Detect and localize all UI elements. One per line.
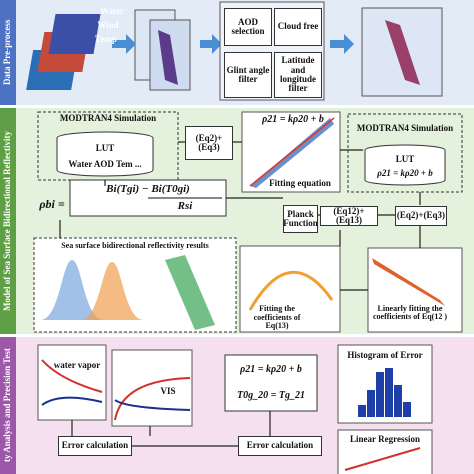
arrow — [200, 34, 222, 54]
lut-body — [56, 138, 154, 177]
histogram-bars — [358, 368, 411, 417]
analysis-formula: T0g_20 = Tg_21 — [237, 389, 305, 401]
filter-box: Latitude and longitude filter — [274, 52, 322, 98]
fit12-band — [372, 258, 445, 306]
fit13-plot — [239, 245, 341, 333]
fit12-plot — [367, 247, 463, 333]
vis-curve — [114, 377, 191, 421]
sim-box — [347, 113, 463, 193]
lut-label: LUT — [395, 154, 415, 165]
scatter-caption: Fitting equation — [269, 178, 331, 189]
filter-box: Glint angle filter — [224, 52, 272, 98]
vapor-curve — [41, 396, 103, 406]
fit-line — [249, 117, 335, 187]
scatter-formula: ρ21 = kρ20 + b — [262, 113, 324, 125]
regression-title: Linear Regression — [350, 434, 420, 445]
vis-plot — [111, 349, 193, 427]
sim-title: MODTRAN4 Simulation — [356, 123, 454, 134]
filter-box: Cloud free — [274, 8, 322, 46]
histogram-curve — [40, 260, 104, 320]
equation-box: (Eq2)+ (Eq3) — [185, 126, 233, 160]
formula-numerator: Bi(Tgi) − Bi(T0gi) — [106, 182, 190, 195]
histogram-title: Histogram of Error — [347, 350, 423, 361]
section-strip — [0, 0, 16, 105]
plot-label: water vapor — [53, 360, 101, 371]
connectors — [71, 411, 271, 447]
connectors — [59, 141, 421, 291]
input-images — [26, 14, 101, 90]
equation-box: (Eq12)+(Eq13) — [320, 206, 378, 226]
histogram-curve — [80, 262, 144, 320]
equation-box: (Eq2)+(Eq3) — [395, 206, 447, 226]
vapor-curve — [41, 359, 103, 393]
plot-label: VIS — [160, 386, 176, 397]
arrow — [112, 34, 136, 54]
results-title: Sea surface bidirectional reflectivity r… — [61, 240, 209, 250]
reflectivity-map — [165, 255, 215, 330]
lut-formula: ρ21 = kρ20 + b — [377, 168, 433, 179]
sim-title: MODTRAN4 Simulation — [59, 113, 157, 124]
filter-box: AOD selection — [224, 8, 272, 46]
formula-denominator: Rsi — [177, 200, 193, 213]
rho-bi: ρbi = — [39, 196, 65, 211]
input-label: Water — [100, 6, 124, 17]
vis-curve — [114, 399, 191, 411]
section-strip — [0, 108, 16, 334]
error-box: Error calculation — [238, 436, 322, 456]
fit13-curve — [248, 271, 334, 311]
satellite-images — [134, 9, 191, 91]
input-label: Wind — [97, 20, 119, 31]
section-label: ty Analysis and Precision Test — [2, 348, 12, 463]
section-label: Data Pre-process — [2, 19, 12, 86]
formula-box — [224, 354, 318, 412]
arrow — [330, 34, 354, 54]
planck-box: Planck Function — [283, 205, 318, 233]
section-strip — [0, 337, 16, 474]
lut-body — [364, 150, 446, 186]
vapor-plot — [37, 344, 107, 421]
lut-label: LUT — [95, 143, 115, 154]
fit13-caption: Fitting the coefficients of Eq(13) — [253, 304, 301, 331]
analysis-formula: ρ21 = kρ20 + b — [240, 363, 302, 375]
error-box: Error calculation — [58, 436, 132, 456]
result-images — [361, 7, 443, 97]
input-label: Temp — [95, 34, 117, 45]
fit12-caption: Linearly fitting the coefficients of Eq(… — [373, 303, 447, 321]
lut-params: Water AOD Tem ... — [68, 159, 142, 170]
section-label: Model of Sea Surface Bidirectional Refle… — [2, 130, 12, 312]
regression-line — [344, 447, 421, 471]
